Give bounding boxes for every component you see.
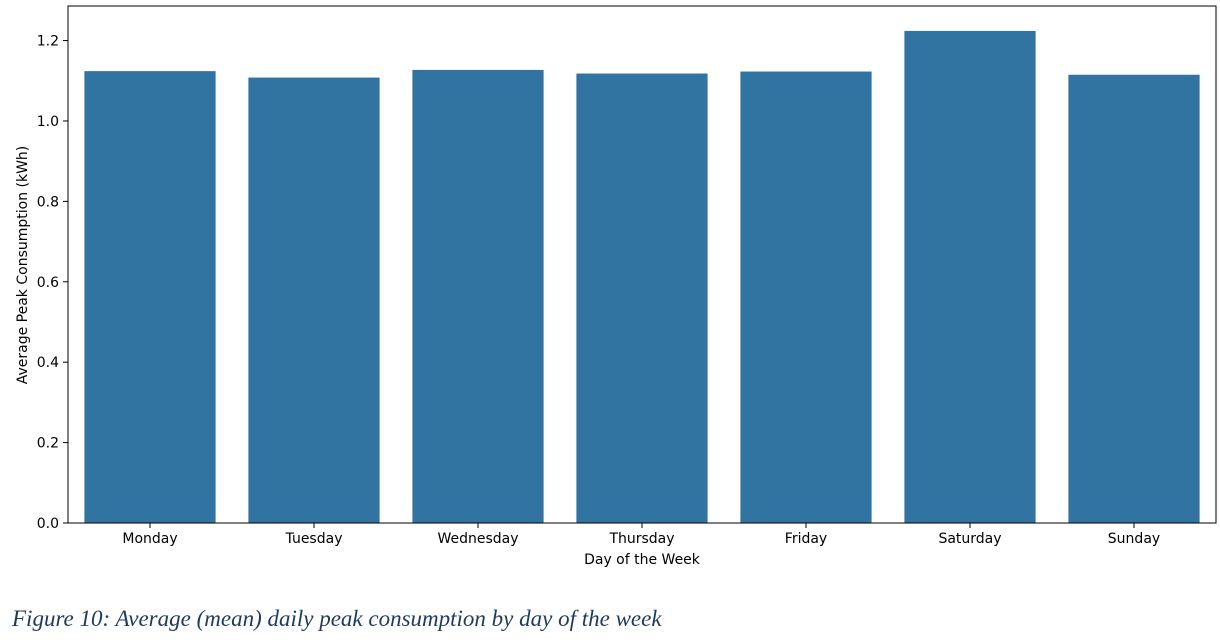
bar-wednesday	[412, 69, 544, 524]
x-tick-label: Tuesday	[285, 531, 343, 547]
y-tick-label: 0.0	[37, 516, 59, 532]
bar-saturday	[904, 30, 1036, 523]
x-tick-label: Sunday	[1108, 531, 1160, 547]
y-tick-label: 0.2	[37, 436, 59, 452]
y-tick-label: 0.6	[37, 275, 59, 291]
bar-friday	[740, 71, 872, 524]
y-axis-ticks: 0.0 0.2 0.4 0.6 0.8 1.0 1.2	[37, 34, 68, 532]
x-tick-label: Thursday	[608, 531, 674, 547]
x-axis-title: Day of the Week	[584, 552, 701, 568]
bar-sunday	[1068, 74, 1200, 523]
x-axis-ticks: Monday Tuesday Wednesday Thursday Friday Satu…	[122, 523, 1160, 547]
bars-group	[84, 30, 1200, 524]
x-tick-label: Saturday	[938, 531, 1001, 547]
figure-caption: Figure 10: Average (mean) daily peak con…	[12, 606, 662, 631]
x-tick-label: Wednesday	[437, 531, 518, 547]
y-tick-label: 0.8	[37, 194, 59, 210]
y-tick-label: 0.4	[37, 355, 59, 371]
bar-monday	[84, 71, 216, 523]
x-tick-label: Friday	[785, 531, 827, 547]
bar-thursday	[576, 73, 708, 523]
y-axis-title: Average Peak Consumption (kWh)	[15, 146, 31, 385]
y-tick-label: 1.2	[37, 34, 59, 50]
bar-chart: 0.0 0.2 0.4 0.6 0.8 1.0 1.2 Monday Tuesday Wedne…	[15, 5, 1217, 568]
x-tick-label: Monday	[122, 531, 177, 547]
bar-tuesday	[248, 77, 380, 523]
y-tick-label: 1.0	[37, 114, 59, 130]
